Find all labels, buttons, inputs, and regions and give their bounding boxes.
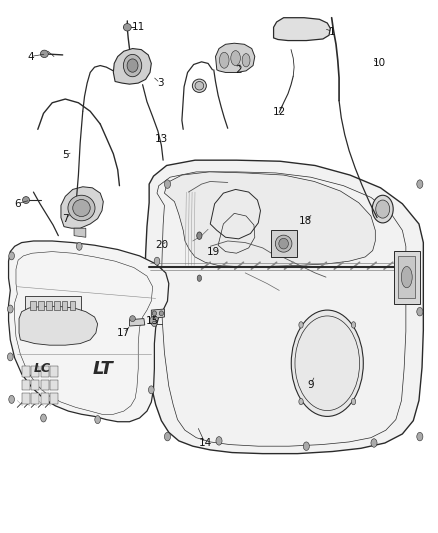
Ellipse shape [299, 398, 303, 405]
Bar [50, 367, 58, 377]
Ellipse shape [242, 54, 250, 67]
Ellipse shape [9, 395, 14, 403]
Ellipse shape [7, 305, 13, 313]
Ellipse shape [41, 414, 46, 422]
Bar [21, 393, 29, 403]
Text: 17: 17 [117, 328, 131, 338]
Ellipse shape [216, 437, 222, 445]
Bar [50, 393, 58, 403]
Ellipse shape [150, 317, 155, 325]
Polygon shape [9, 241, 169, 422]
Ellipse shape [291, 310, 363, 416]
Ellipse shape [164, 180, 170, 188]
Ellipse shape [219, 52, 229, 68]
Text: 7: 7 [62, 214, 69, 224]
Ellipse shape [351, 398, 356, 405]
Polygon shape [145, 160, 424, 454]
Bar [46, 301, 52, 310]
Ellipse shape [77, 243, 82, 251]
Bar [41, 367, 49, 377]
Ellipse shape [22, 197, 29, 204]
Text: 20: 20 [155, 240, 168, 250]
Ellipse shape [303, 442, 309, 450]
Bar [21, 379, 29, 390]
Polygon shape [274, 18, 330, 41]
Bar [70, 301, 75, 310]
Ellipse shape [73, 199, 90, 216]
Bar [31, 367, 39, 377]
Ellipse shape [40, 50, 48, 58]
Ellipse shape [299, 322, 303, 328]
Ellipse shape [231, 51, 240, 66]
Text: 2: 2 [235, 65, 242, 75]
Polygon shape [61, 187, 103, 228]
Ellipse shape [197, 275, 201, 281]
Bar [41, 379, 49, 390]
Text: 12: 12 [272, 107, 286, 117]
Text: 3: 3 [157, 78, 163, 88]
Ellipse shape [159, 311, 163, 316]
Ellipse shape [279, 238, 288, 249]
Bar [54, 301, 60, 310]
Ellipse shape [401, 266, 412, 288]
Polygon shape [130, 319, 145, 326]
Ellipse shape [195, 82, 204, 90]
Ellipse shape [164, 432, 170, 441]
Text: LT: LT [93, 360, 114, 377]
Ellipse shape [68, 195, 95, 221]
Text: 1: 1 [329, 27, 336, 37]
Bar [21, 367, 29, 377]
Ellipse shape [124, 54, 142, 77]
Ellipse shape [9, 252, 14, 260]
Ellipse shape [152, 311, 156, 316]
Ellipse shape [417, 308, 423, 316]
Ellipse shape [95, 416, 100, 424]
Polygon shape [271, 230, 297, 257]
Text: 9: 9 [307, 379, 314, 390]
Ellipse shape [372, 195, 393, 223]
Ellipse shape [154, 257, 160, 265]
Polygon shape [394, 251, 420, 304]
Bar [41, 393, 49, 403]
Text: 4: 4 [27, 52, 34, 61]
Polygon shape [19, 306, 98, 345]
Bar [30, 301, 36, 310]
Ellipse shape [7, 353, 13, 361]
Ellipse shape [197, 232, 202, 239]
Text: 18: 18 [299, 216, 312, 227]
Ellipse shape [276, 235, 292, 252]
Bar [50, 379, 58, 390]
Polygon shape [215, 43, 255, 72]
Ellipse shape [124, 23, 131, 31]
Text: 15: 15 [146, 316, 159, 326]
Ellipse shape [152, 321, 157, 327]
Polygon shape [164, 172, 375, 266]
Text: 6: 6 [14, 199, 21, 209]
Ellipse shape [417, 432, 423, 441]
Polygon shape [74, 228, 86, 237]
Text: 5: 5 [62, 150, 69, 160]
Text: 14: 14 [198, 438, 212, 448]
Ellipse shape [371, 439, 377, 447]
Text: LC: LC [34, 362, 51, 375]
Text: 19: 19 [207, 247, 220, 256]
Ellipse shape [417, 180, 423, 188]
Bar [62, 301, 67, 310]
Polygon shape [151, 309, 164, 319]
Ellipse shape [192, 79, 206, 92]
Polygon shape [113, 49, 151, 84]
Text: 11: 11 [131, 22, 145, 33]
Polygon shape [25, 296, 81, 314]
Ellipse shape [376, 200, 390, 218]
Bar [38, 301, 44, 310]
Bar [31, 393, 39, 403]
Polygon shape [398, 256, 416, 298]
Bar [31, 379, 39, 390]
Text: 13: 13 [155, 134, 168, 144]
Ellipse shape [148, 386, 154, 394]
Ellipse shape [127, 59, 138, 72]
Ellipse shape [351, 322, 356, 328]
Ellipse shape [130, 316, 135, 321]
Text: 10: 10 [373, 59, 386, 68]
